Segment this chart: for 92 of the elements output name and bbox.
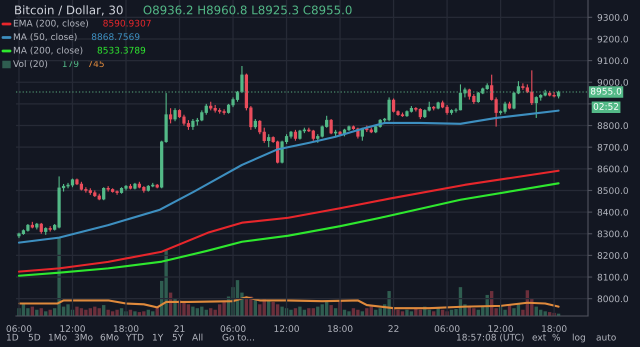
bar xyxy=(115,310,119,316)
candlestick xyxy=(254,118,257,130)
candlestick xyxy=(186,120,190,130)
y-tick-label: 8100.0 xyxy=(598,274,628,281)
bar xyxy=(329,305,333,316)
text: 1D xyxy=(6,334,18,340)
text: 02:52 xyxy=(594,103,618,110)
text: auto xyxy=(596,334,616,341)
candlestick xyxy=(298,129,302,140)
y-tick-label: 8600.0 xyxy=(598,166,628,172)
x-tick-label: 06:00 xyxy=(220,325,246,332)
y-tick-label: 8700.0 xyxy=(598,144,628,151)
chart-subtitle: O8936.2 H8960.8 L8925.3 C8955.0 xyxy=(144,5,352,14)
y-tick-label: 9000.0 xyxy=(598,78,628,86)
text: 3Mo xyxy=(74,334,93,341)
bar xyxy=(102,305,106,316)
annotation: 8533.3789 xyxy=(98,46,146,54)
bar xyxy=(48,310,52,316)
text: 6Mo xyxy=(100,334,119,341)
x-tick-label: 12:00 xyxy=(60,325,85,332)
candlestick xyxy=(503,101,507,114)
candlestick xyxy=(191,118,195,130)
x-tick-label: 18:00 xyxy=(114,325,138,332)
x-tick-label: 22 xyxy=(388,325,398,332)
x-tick-label: 18:00 xyxy=(328,325,352,332)
candlestick xyxy=(392,98,396,114)
y-tick-label: 9300.0 xyxy=(598,14,628,21)
candlestick xyxy=(445,104,449,116)
text: 5D xyxy=(28,334,40,341)
legend-label: MA (200, close) xyxy=(14,46,82,55)
y-tick-label: 8300.0 xyxy=(598,230,628,238)
candlestick xyxy=(458,84,462,111)
text: 5Y xyxy=(172,334,184,341)
y-tick-label: 8400.0 xyxy=(598,208,628,216)
text: All xyxy=(192,334,202,340)
bar xyxy=(280,306,284,316)
bar xyxy=(307,308,311,316)
y-tick-label: 8800.0 xyxy=(598,122,628,130)
bar xyxy=(191,306,195,316)
bar xyxy=(334,308,338,316)
text: log xyxy=(572,334,585,342)
candlestick xyxy=(330,118,333,135)
bar xyxy=(298,306,302,316)
bar xyxy=(40,308,43,316)
x-tick-label: 12:00 xyxy=(274,325,299,332)
y-tick-label: 8500.0 xyxy=(598,187,628,194)
x-tick-label: 21 xyxy=(174,325,184,332)
text: YTD xyxy=(126,334,144,340)
candlestick xyxy=(267,134,270,148)
x-tick-label: 18:00 xyxy=(542,325,567,332)
y-tick-label: 9100.0 xyxy=(598,57,628,64)
y-tick-label: 9200.0 xyxy=(598,36,628,43)
annotation: 8868.7569 xyxy=(92,33,140,40)
text: % xyxy=(552,334,560,341)
text: Go to... xyxy=(222,334,254,341)
ref-line-label: 8955.0 xyxy=(590,88,622,95)
candlestick xyxy=(240,65,244,94)
x-tick-label: 06:00 xyxy=(434,325,460,332)
annotation: 8590.9307 xyxy=(103,20,151,27)
candlestick xyxy=(40,222,43,234)
legend-label: MA (50, close) xyxy=(14,33,77,42)
candlestick xyxy=(387,96,391,122)
bar xyxy=(26,308,30,316)
text: 18:57:08 (UTC) xyxy=(456,334,524,342)
y-tick-label: 8200.0 xyxy=(598,252,628,259)
bar xyxy=(267,300,270,316)
candlestick xyxy=(226,103,230,114)
x-tick-label: 06:00 xyxy=(6,325,32,332)
bar xyxy=(244,298,248,316)
bar xyxy=(254,300,257,316)
bar xyxy=(57,238,61,316)
chart-title: Bitcoin / Dollar, 30 xyxy=(15,5,123,16)
y-tick-label: 8000.0 xyxy=(598,295,628,302)
candlestick xyxy=(294,129,298,142)
candlestick xyxy=(168,108,172,124)
bar xyxy=(276,304,280,316)
bar xyxy=(35,310,38,316)
bar xyxy=(138,312,142,316)
text: 1Y xyxy=(152,334,164,340)
candlestick xyxy=(173,108,177,122)
bar xyxy=(80,308,84,316)
bar xyxy=(356,310,360,316)
candlestick xyxy=(432,106,436,111)
text: 1Mo xyxy=(48,334,67,341)
x-tick-label: 12:00 xyxy=(488,325,514,332)
candlestick xyxy=(182,114,186,126)
candlestick xyxy=(102,186,106,201)
bar xyxy=(30,306,34,316)
legend-label: Vol (20) xyxy=(13,60,48,68)
text: ext xyxy=(532,334,546,341)
legend-label: EMA (200, close) xyxy=(14,20,88,28)
candlestick xyxy=(236,90,240,102)
